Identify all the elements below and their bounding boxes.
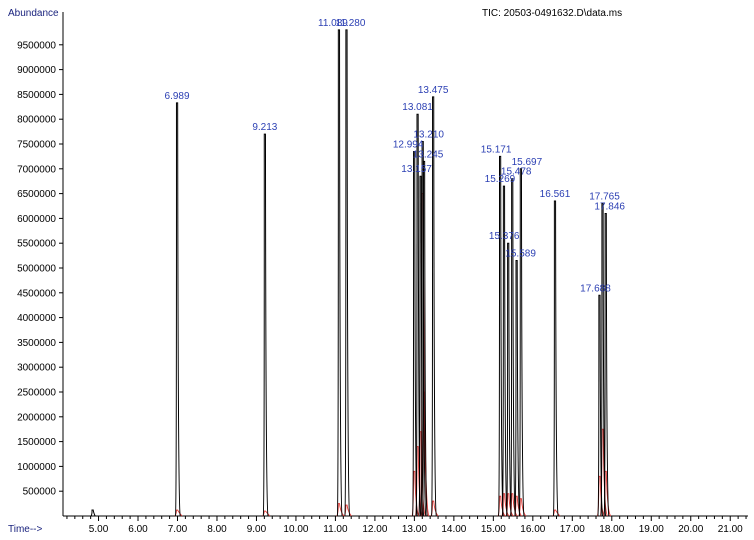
y-tick-label: 3500000 <box>17 338 56 349</box>
x-tick-label: 20.00 <box>678 524 703 535</box>
y-tick-label: 6000000 <box>17 214 56 225</box>
y-tick-label: 8500000 <box>17 90 56 101</box>
y-tick-label: 1000000 <box>17 462 56 473</box>
peak-label: 17.688 <box>580 283 611 294</box>
y-tick-label: 3000000 <box>17 363 56 374</box>
y-tick-label: 9500000 <box>17 40 56 51</box>
primary-trace-peak <box>344 29 351 517</box>
y-tick-label: 5500000 <box>17 239 56 250</box>
peak-label: 13.475 <box>418 85 449 96</box>
y-tick-label: 500000 <box>23 487 57 498</box>
y-tick-label: 8000000 <box>17 115 56 126</box>
peak-label: 13.210 <box>413 130 444 141</box>
primary-trace-peak <box>514 260 521 517</box>
x-tick-label: 15.00 <box>481 524 506 535</box>
peak-label: 13.081 <box>402 102 433 113</box>
x-tick-label: 7.00 <box>168 524 188 535</box>
primary-trace-peak <box>510 178 516 517</box>
primary-trace-peak <box>174 102 181 517</box>
primary-trace-peak <box>518 168 525 517</box>
y-tick-label: 2500000 <box>17 388 56 399</box>
peak-label: 11.089 <box>318 18 348 29</box>
primary-trace-peak <box>421 160 428 517</box>
x-tick-label: 5.00 <box>89 524 109 535</box>
primary-trace-peak <box>498 155 504 517</box>
x-tick-label: 21.00 <box>718 524 743 535</box>
x-tick-label: 18.00 <box>599 524 624 535</box>
peak-label: 15.376 <box>489 231 520 242</box>
x-tick-label: 13.00 <box>402 524 427 535</box>
y-tick-label: 9000000 <box>17 65 56 76</box>
y-tick-label: 5000000 <box>17 264 56 275</box>
axes <box>62 12 748 517</box>
peak-label: 12.994 <box>393 139 424 150</box>
x-tick-label: 11.00 <box>323 524 348 535</box>
primary-trace <box>90 29 610 517</box>
x-ticks: 5.00 6.00 7.00 8.00 9.00 10.00 11.00 12.00 13.00… <box>66 516 747 535</box>
x-tick-label: 17.00 <box>560 524 585 535</box>
primary-trace-peak <box>418 175 425 517</box>
y-tick-label: 6500000 <box>17 189 56 200</box>
x-tick-label: 16.00 <box>520 524 545 535</box>
primary-trace-peak <box>552 200 559 517</box>
x-tick-label: 6.00 <box>128 524 148 535</box>
chart-title: TIC: 20503-0491632.D\data.ms <box>482 8 622 19</box>
peak-label: 15.589 <box>505 249 536 260</box>
primary-trace-peak <box>420 141 427 517</box>
peak-label: 11.280 <box>336 18 366 29</box>
y-ticks: 500000 1000000 1500000 2000000 2500000 300000… <box>17 40 63 498</box>
peak-label: 13.157 <box>401 164 432 175</box>
x-tick-label: 10.00 <box>283 524 308 535</box>
y-tick-label: 7500000 <box>17 140 56 151</box>
x-tick-label: 9.00 <box>247 524 267 535</box>
y-tick-label: 4500000 <box>17 288 56 299</box>
primary-trace-minor-peak <box>90 509 96 517</box>
primary-trace-peak <box>262 133 269 517</box>
x-tick-label: 14.00 <box>441 524 466 535</box>
peak-label: 9.213 <box>252 122 277 133</box>
primary-trace-peak <box>412 150 418 517</box>
y-tick-label: 2000000 <box>17 412 56 423</box>
y-tick-label: 4000000 <box>17 313 56 324</box>
peak-label: 13.245 <box>413 149 444 160</box>
x-tick-label: 12.00 <box>362 524 387 535</box>
peak-label: 15.269 <box>485 174 516 185</box>
y-tick-label: 1500000 <box>17 437 56 448</box>
peak-label: 6.989 <box>165 91 190 102</box>
peak-label: 16.561 <box>540 189 571 200</box>
y-axis-label: Abundance <box>8 8 59 19</box>
peak-label: 15.478 <box>501 167 532 178</box>
x-tick-label: 8.00 <box>207 524 227 535</box>
y-tick-label: 7000000 <box>17 164 56 175</box>
primary-trace-peak <box>336 29 343 517</box>
x-tick-label: 19.00 <box>639 524 664 535</box>
x-axis-label: Time--> <box>8 524 43 535</box>
secondary-trace <box>174 193 612 517</box>
primary-trace-peak <box>506 242 512 517</box>
primary-trace-peak <box>501 185 508 517</box>
primary-trace-peak <box>431 96 437 517</box>
peak-label: 15.697 <box>512 157 543 168</box>
peak-label: 15.171 <box>481 144 512 155</box>
peak-label: 17.765 <box>589 192 620 203</box>
primary-trace-peak <box>603 212 610 517</box>
peak-label: 17.846 <box>594 201 625 212</box>
